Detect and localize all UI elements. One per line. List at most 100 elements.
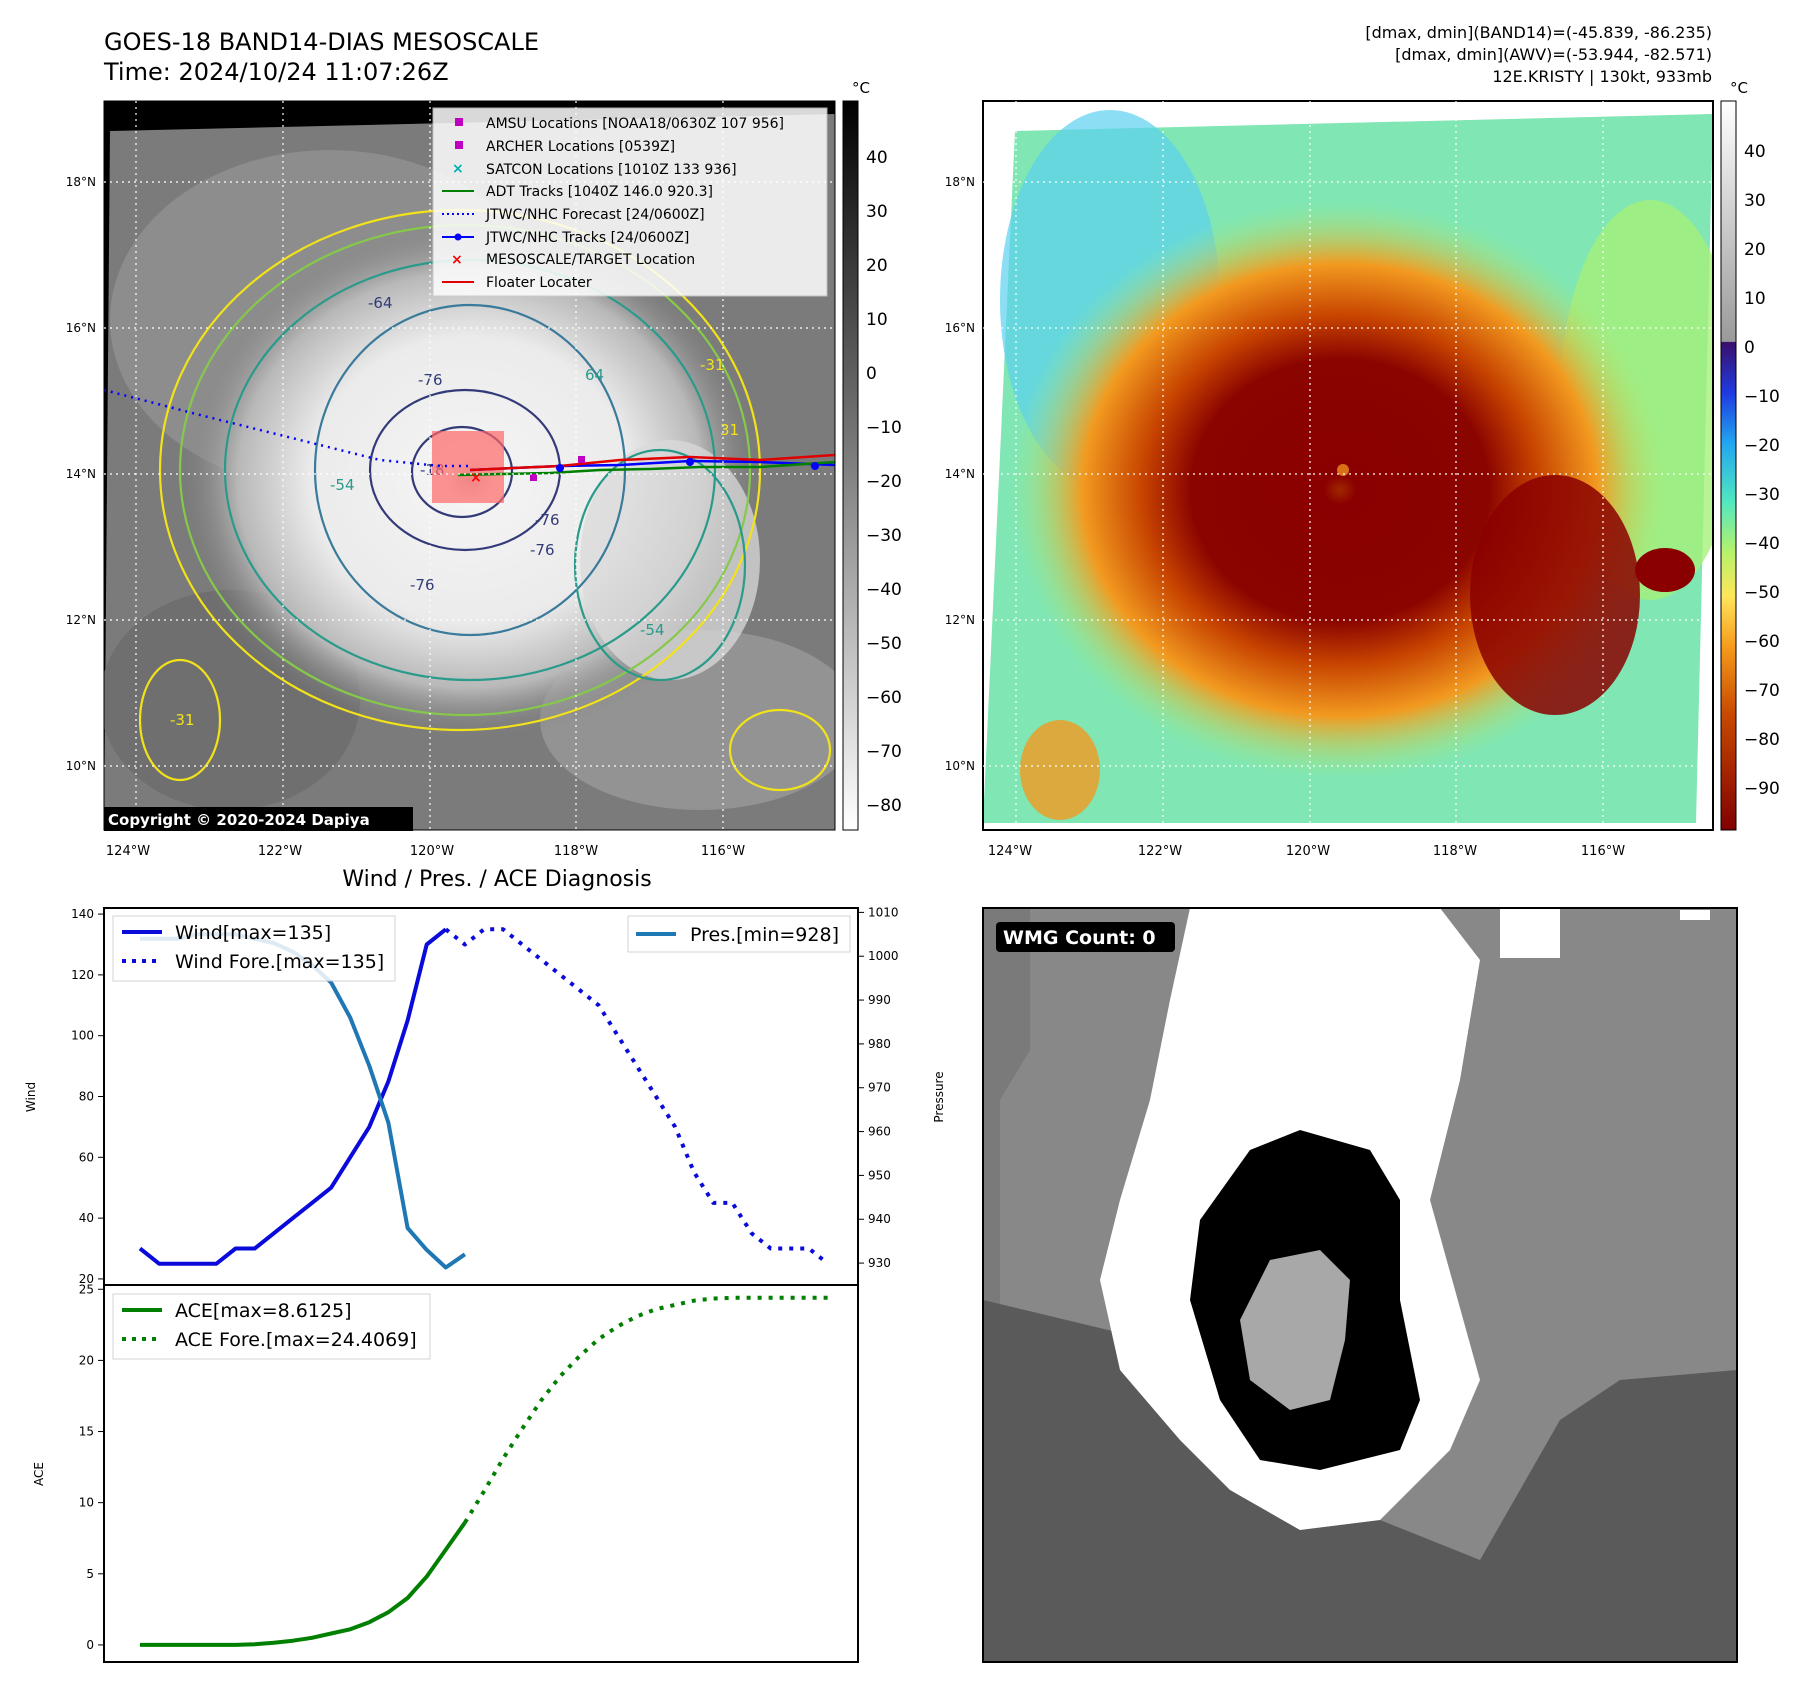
contour-label: -64 <box>368 294 393 312</box>
pressure-tick-label: 1000 <box>868 949 899 963</box>
pressure-legend: Pres.[min=928] <box>627 915 851 953</box>
lon-label: 118°W <box>1433 844 1477 859</box>
contour-label: -31 <box>700 356 725 374</box>
awv-lat-labels: 18°N 16°N 14°N 12°N 10°N <box>945 175 975 773</box>
lon-label: 116°W <box>701 844 745 859</box>
color-tick: −80 <box>1744 730 1780 750</box>
gray-tick: −40 <box>866 580 902 600</box>
wind-tick-label: 20 <box>79 1272 94 1286</box>
wind-tick-label: 100 <box>71 1029 94 1043</box>
lon-label: 124°W <box>106 844 150 859</box>
legend-ace-fore: ACE Fore.[max=24.4069] <box>175 1329 417 1351</box>
wmg-count-label: WMG Count: 0 <box>1003 927 1156 949</box>
lat-label: 12°N <box>66 613 96 627</box>
pressure-tick-label: 940 <box>868 1212 891 1226</box>
color-tick: −30 <box>1744 485 1780 505</box>
contour-label: -31 <box>170 711 195 729</box>
ace-tick-label: 20 <box>79 1353 94 1367</box>
legend-ace: ACE[max=8.6125] <box>175 1300 352 1322</box>
pressure-tick-label: 970 <box>868 1081 891 1095</box>
gray-tick: 30 <box>866 202 888 222</box>
legend-target: MESOSCALE/TARGET Location <box>486 252 695 268</box>
color-tick: 30 <box>1744 191 1766 211</box>
wmg-panel[interactable] <box>983 908 1737 1662</box>
stats-line-3: 12E.KRISTY | 130kt, 933mb <box>1492 67 1712 86</box>
floater-box <box>432 431 504 503</box>
copyright-label: Copyright © 2020-2024 Dapiya <box>108 811 370 829</box>
color-colorbar-ticks: 40 30 20 10 0 −10 −20 −30 −40 −50 −60 −7… <box>1744 142 1780 799</box>
ace-chart: 25 20 15 10 5 0 <box>79 1282 828 1652</box>
legend-floater: Floater Locater <box>486 275 592 291</box>
awv-lon-labels: 124°W 122°W 120°W 118°W 116°W <box>988 844 1625 859</box>
awv-panel[interactable] <box>983 101 1740 830</box>
contour-label: -54 <box>330 476 355 494</box>
wind-tick-label: 60 <box>79 1150 94 1164</box>
gray-tick: −80 <box>866 796 902 816</box>
lat-label: 18°N <box>66 175 96 189</box>
gray-colorbar: °C 40 30 20 10 0 −10 −20 −30 −40 −50 −60… <box>842 79 902 831</box>
ace-tick-label: 10 <box>79 1496 94 1510</box>
legend-pressure: Pres.[min=928] <box>690 924 839 946</box>
lon-label: 122°W <box>258 844 302 859</box>
lat-label: 18°N <box>945 175 975 189</box>
pressure-tick-label: 950 <box>868 1168 891 1182</box>
legend-archer: ARCHER Locations [0539Z] <box>486 139 675 155</box>
series-line-ace <box>140 1521 467 1647</box>
lon-label: 124°W <box>988 844 1032 859</box>
awv-grid <box>983 101 1713 830</box>
color-tick: −20 <box>1744 436 1780 456</box>
ace-tick-label: 25 <box>79 1282 94 1296</box>
figure-time: Time: 2024/10/24 11:07:26Z <box>103 58 449 86</box>
pressure-tick-label: 1010 <box>868 905 899 919</box>
gray-tick: −10 <box>866 418 902 438</box>
wind-tick-label: 80 <box>79 1090 94 1104</box>
color-tick: −60 <box>1744 632 1780 652</box>
jtwc-forecast-track <box>104 388 470 468</box>
color-tick: −10 <box>1744 387 1780 407</box>
contour-label: -76 <box>535 511 560 529</box>
color-tick: −40 <box>1744 534 1780 554</box>
legend-amsu: AMSU Locations [NOAA18/0630Z 107 956] <box>486 116 784 132</box>
stats-line-1: [dmax, dmin](BAND14)=(-45.839, -86.235) <box>1365 23 1712 42</box>
ir-lon-labels: 124°W 122°W 120°W 118°W 116°W <box>106 844 745 859</box>
ace-axis-label: ACE <box>32 1462 46 1486</box>
color-colorbar: °C 40 30 20 10 0 −10 −20 −30 −40 −50 −60… <box>1720 79 1780 831</box>
contour-labels: -76 -76 -76 -64 64 -54 -18 -76 -54 -31 3… <box>170 294 739 729</box>
color-tick: −50 <box>1744 583 1780 603</box>
contour-label: -54 <box>640 621 665 639</box>
series-line-wind <box>138 927 448 1266</box>
lon-label: 116°W <box>1581 844 1625 859</box>
figure-title: GOES-18 BAND14-DIAS MESOSCALE <box>104 28 539 56</box>
lat-label: 16°N <box>66 321 96 335</box>
contour-label: -76 <box>418 371 443 389</box>
wind-tick-label: 40 <box>79 1211 94 1225</box>
gray-colorbar-ticks: 40 30 20 10 0 −10 −20 −30 −40 −50 −60 −7… <box>866 148 902 816</box>
legend-jtwc-tracks: JTWC/NHC Tracks [24/0600Z] <box>485 230 689 246</box>
gray-tick: −60 <box>866 688 902 708</box>
legend-satcon: SATCON Locations [1010Z 133 936] <box>486 162 737 178</box>
wind-legend: Wind[max=135] Wind Fore.[max=135] <box>112 915 396 982</box>
color-tick: 40 <box>1744 142 1766 162</box>
gray-tick: 0 <box>866 364 877 384</box>
pressure-tick-label: 930 <box>868 1256 891 1270</box>
lat-label: 16°N <box>945 321 975 335</box>
svg-text:×: × <box>470 470 482 486</box>
legend-adt: ADT Tracks [1040Z 146.0 920.3] <box>486 184 713 200</box>
lat-label: 14°N <box>66 467 96 481</box>
lon-label: 120°W <box>410 844 454 859</box>
floater-locater-track <box>469 453 835 472</box>
gray-tick: −30 <box>866 526 902 546</box>
legend-jtwc-forecast: JTWC/NHC Forecast [24/0600Z] <box>485 207 705 223</box>
color-tick: −70 <box>1744 681 1780 701</box>
pressure-axis-label: Pressure <box>932 1071 946 1122</box>
wind-tick-label: 120 <box>71 968 94 982</box>
svg-text:×: × <box>452 161 464 177</box>
pressure-tick-label: 980 <box>868 1037 891 1051</box>
lon-label: 122°W <box>1138 844 1182 859</box>
color-tick: 0 <box>1744 338 1755 358</box>
ace-tick-label: 15 <box>79 1425 94 1439</box>
lat-label: 10°N <box>945 759 975 773</box>
diagnosis-title: Wind / Pres. / ACE Diagnosis <box>342 867 651 892</box>
contour-label: 64 <box>585 366 604 384</box>
